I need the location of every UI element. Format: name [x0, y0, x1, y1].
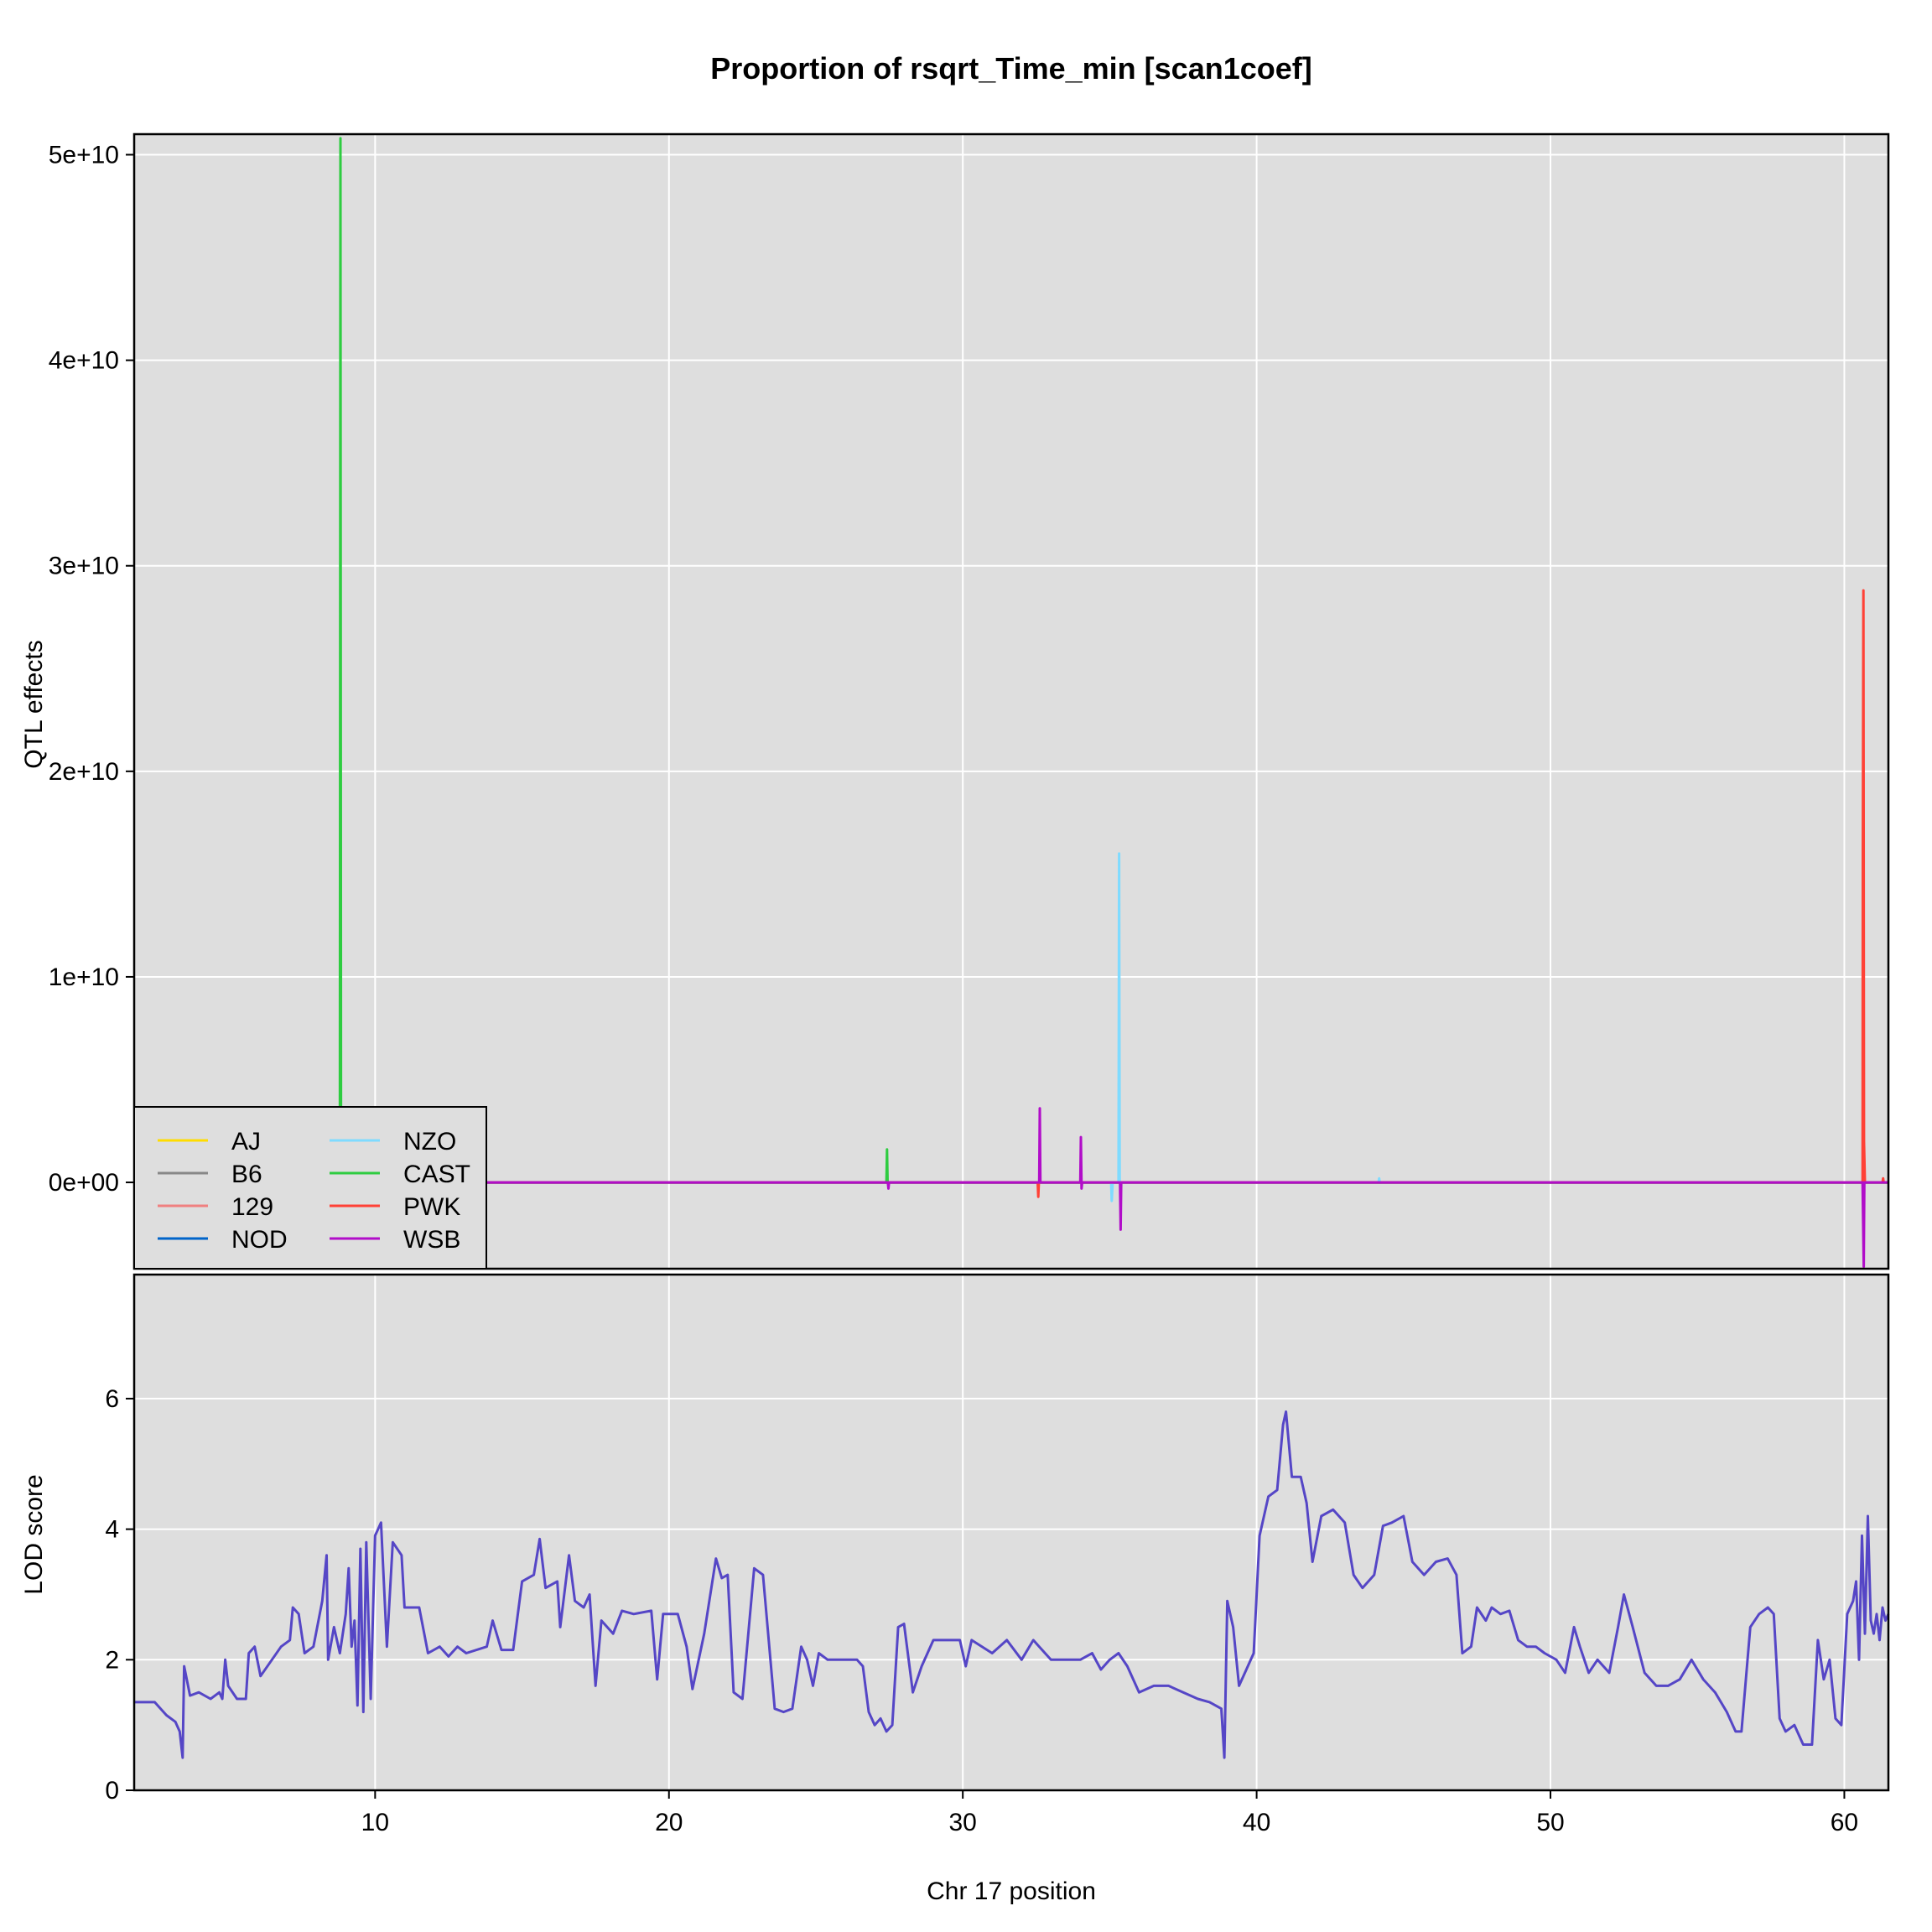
y-tick-label: 0e+00 [49, 1169, 119, 1197]
y-tick-label: 0 [105, 1777, 119, 1805]
y-tick-label: 6 [105, 1385, 119, 1413]
legend-label: CAST [403, 1161, 470, 1188]
legend-label: AJ [231, 1128, 261, 1156]
plot-background [134, 1275, 1888, 1790]
effects-panel: 0e+00 1e+10 2e+10 3e+10 4e+10 5e+10 AJ B6 129 NOD… [49, 132, 1890, 1270]
y-tick-label: 2 [105, 1646, 119, 1674]
lod-curve [134, 1410, 1890, 1759]
legend-label: NOD [231, 1226, 288, 1254]
x-tick-label: 50 [1536, 1809, 1564, 1836]
x-tick-label: 60 [1831, 1809, 1858, 1836]
lod-panel: 0 2 4 6 10 20 30 40 50 60 [105, 1273, 1890, 1836]
series-line-pwk [134, 589, 1888, 1198]
legend: AJ B6 129 NOD NZO CAST PWK WSB [133, 1106, 487, 1270]
y-tick-label: 4e+10 [49, 347, 119, 375]
y-tick-label: 3e+10 [49, 553, 119, 580]
x-tick-label: 30 [948, 1809, 976, 1836]
x-tick-label: 20 [655, 1809, 683, 1836]
x-tick-label: 40 [1243, 1809, 1270, 1836]
chart-title: Proportion of rsqrt_Time_min [scan1coef] [710, 51, 1311, 86]
legend-label: WSB [403, 1226, 460, 1254]
x-tick-label: 10 [361, 1809, 389, 1836]
plot-frame [132, 132, 1890, 1270]
plot-frame [132, 1273, 1890, 1792]
legend-label: 129 [231, 1193, 273, 1221]
y-tick-label: 1e+10 [49, 963, 119, 991]
legend-label: B6 [231, 1161, 262, 1188]
x-axis-label: Chr 17 position [927, 1877, 1096, 1905]
series-line-nzo [134, 852, 1888, 1202]
plot-background [134, 134, 1888, 1269]
y-tick-label: 4 [105, 1516, 119, 1544]
legend-label: NZO [403, 1128, 456, 1156]
series-line-wsb [134, 1107, 1888, 1268]
lod-y-axis-label: LOD score [20, 1474, 48, 1594]
y-tick-label: 2e+10 [49, 758, 119, 786]
legend-label: PWK [403, 1193, 460, 1221]
legend-box [133, 1106, 487, 1270]
effects-y-axis-label: QTL effects [20, 640, 48, 768]
y-tick-label: 5e+10 [49, 142, 119, 169]
